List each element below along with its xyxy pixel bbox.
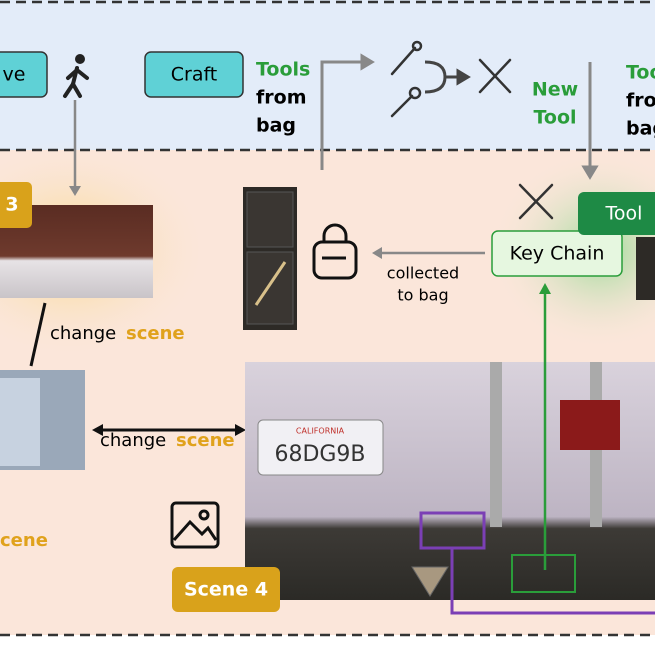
craft-label: Craft — [171, 64, 218, 86]
cut-text: bag — [626, 118, 655, 140]
backpack-icon — [312, 223, 358, 280]
key-chain-box — [491, 230, 623, 277]
change-text: change — [100, 430, 166, 451]
scene-text: scene — [126, 323, 185, 344]
link-line — [450, 548, 655, 615]
scene-badge-label: 3 — [5, 194, 18, 216]
new-tool-text: Tool — [533, 107, 576, 129]
bag-text: bag — [256, 115, 296, 137]
van-side — [0, 378, 40, 466]
craft-flow — [320, 53, 599, 180]
action-box — [0, 51, 48, 98]
plate — [257, 419, 384, 476]
scene-badge-label: Scene 4 — [184, 579, 268, 601]
scene-badge — [172, 567, 280, 612]
image-icon — [170, 501, 220, 549]
walk-icon — [63, 54, 89, 98]
new-tool-text: New — [532, 79, 578, 101]
key-chain-label: Key Chain — [510, 243, 605, 265]
from-text: from — [256, 87, 307, 109]
collected-text: collected — [387, 264, 459, 283]
tool-badge — [578, 192, 655, 235]
action-label: ve — [3, 64, 26, 86]
scene-text: cene — [0, 530, 48, 551]
scene-text: scene — [176, 430, 235, 451]
cut-text: Too — [626, 62, 655, 84]
scene-badge — [0, 182, 32, 228]
tool-badge-label: Tool — [605, 203, 643, 225]
plate-number: 68DG9B — [274, 442, 365, 467]
collected-text: to bag — [397, 286, 448, 305]
item-photo — [636, 237, 655, 300]
change-text: change — [50, 323, 116, 344]
plate-state: CALIFORNIA — [296, 427, 345, 436]
double-arrow — [29, 302, 47, 367]
cut-text: fro — [626, 90, 655, 112]
arrow-head — [69, 186, 81, 196]
tools-text: Tools — [256, 59, 310, 81]
marker — [411, 566, 449, 597]
tool-icons — [390, 40, 554, 220]
highlight-box — [511, 554, 576, 593]
craft-box — [144, 51, 244, 98]
